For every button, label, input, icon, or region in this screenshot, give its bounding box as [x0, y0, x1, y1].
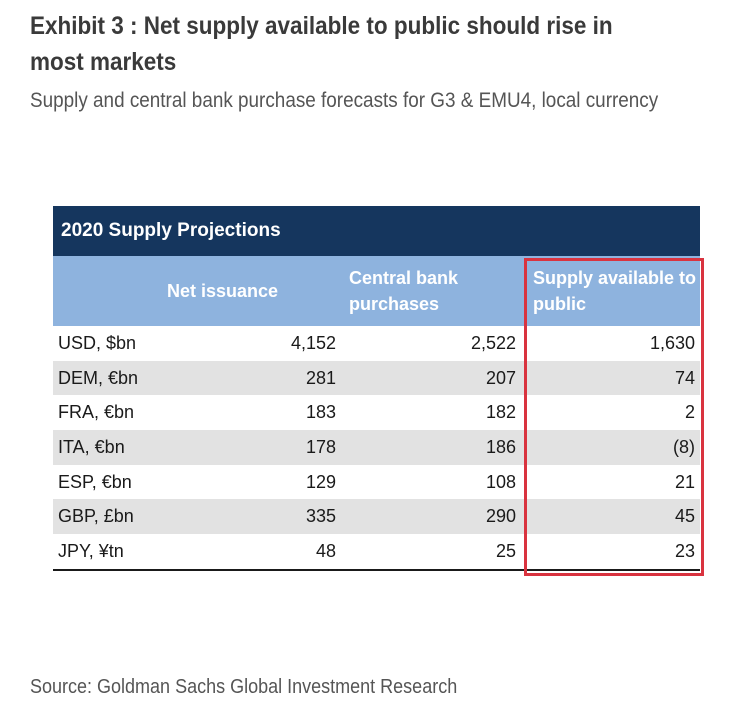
column-header-label: [53, 256, 161, 326]
supply-table: 2020 Supply Projections Net issuance Cen…: [53, 206, 700, 571]
row-label: USD, $bn: [58, 332, 137, 353]
net-issuance-cell: 4,152: [290, 332, 336, 353]
table-row: FRA, €bn 183 182 2: [53, 395, 700, 430]
table-row: JPY, ¥tn 48 25 23: [53, 534, 700, 569]
supply-public-cell: 2: [684, 402, 695, 423]
table-row: ITA, €bn 178 186 (8): [53, 430, 700, 465]
row-label: DEM, €bn: [58, 367, 139, 388]
net-issuance-cell: 129: [305, 471, 336, 492]
table-row: GBP, £bn 335 290 45: [53, 499, 700, 535]
column-header-supply-available: Supply available to public: [533, 268, 697, 314]
net-issuance-cell: 281: [305, 367, 336, 388]
net-issuance-cell: 48: [315, 540, 336, 561]
supply-public-cell: (8): [673, 436, 695, 457]
row-label: GBP, £bn: [58, 506, 134, 527]
cb-purchases-cell: 25: [495, 540, 516, 561]
column-header-net-issuance: Net issuance: [167, 280, 279, 301]
row-label: ESP, €bn: [58, 471, 132, 492]
table-bottom-rule: [53, 568, 700, 571]
cb-purchases-cell: 186: [485, 436, 516, 457]
source-note: Source: Goldman Sachs Global Investment …: [30, 676, 458, 698]
column-header-central-bank-purchases: Central bank purchases: [349, 268, 459, 314]
supply-public-cell: 74: [674, 367, 695, 388]
table-row: ESP, €bn 129 108 21: [53, 465, 700, 500]
cb-purchases-cell: 2,522: [470, 332, 516, 353]
row-label: JPY, ¥tn: [58, 540, 124, 561]
table-row: USD, $bn 4,152 2,522 1,630: [53, 326, 700, 361]
cb-purchases-cell: 182: [485, 402, 516, 423]
cb-purchases-cell: 290: [485, 506, 516, 527]
row-label: FRA, €bn: [58, 402, 135, 423]
column-header-row: Net issuance Central bank purchases Supp…: [53, 256, 700, 326]
exhibit-subtitle: Supply and central bank purchase forecas…: [30, 89, 659, 112]
cb-purchases-cell: 207: [485, 367, 516, 388]
net-issuance-cell: 178: [305, 436, 336, 457]
row-label: ITA, €bn: [58, 436, 125, 457]
supply-public-cell: 23: [674, 540, 695, 561]
net-issuance-cell: 183: [305, 402, 336, 423]
table-row: DEM, €bn 281 207 74: [53, 360, 700, 396]
cb-purchases-cell: 108: [485, 471, 516, 492]
supply-public-cell: 45: [674, 506, 695, 527]
net-issuance-cell: 335: [305, 506, 336, 527]
supply-public-cell: 21: [674, 471, 695, 492]
table-band-title: 2020 Supply Projections: [53, 206, 700, 256]
exhibit-title: Exhibit 3 : Net supply available to publ…: [30, 12, 613, 76]
supply-public-cell: 1,630: [649, 332, 695, 353]
